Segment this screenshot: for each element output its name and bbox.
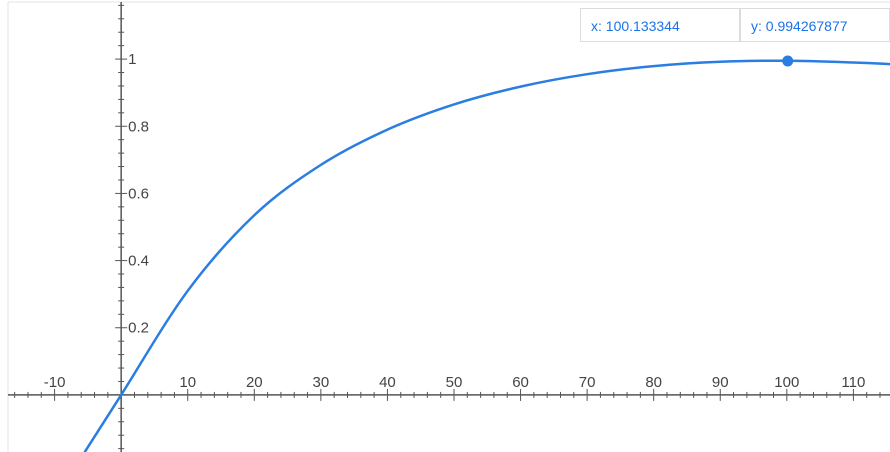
x-tick-label: 70: [579, 374, 596, 391]
x-tick-label: -10: [44, 374, 66, 391]
x-tick-label: 100: [774, 374, 799, 391]
x-tick-label: 50: [446, 374, 463, 391]
x-tick-label: 20: [246, 374, 263, 391]
highlight-point[interactable]: [782, 55, 794, 67]
x-tick-label: 10: [179, 374, 196, 391]
x-tick-label: 60: [512, 374, 529, 391]
y-tick-label: 0.6: [128, 185, 149, 202]
x-tick-label: 90: [712, 374, 729, 391]
y-readout: y: 0.994267877: [740, 8, 890, 42]
x-tick-label: 110: [841, 374, 865, 391]
x-tick-label: 30: [313, 374, 330, 391]
y-tick-label: 0.4: [128, 253, 149, 270]
x-readout: x: 100.133344: [580, 8, 740, 42]
x-tick-label: 40: [379, 374, 396, 391]
y-tick-label: 1: [128, 51, 136, 68]
y-tick-label: 0.2: [128, 320, 149, 337]
x-tick-label: 80: [645, 374, 662, 391]
series-line: [83, 59, 890, 452]
y-tick-label: 0.8: [128, 118, 149, 135]
